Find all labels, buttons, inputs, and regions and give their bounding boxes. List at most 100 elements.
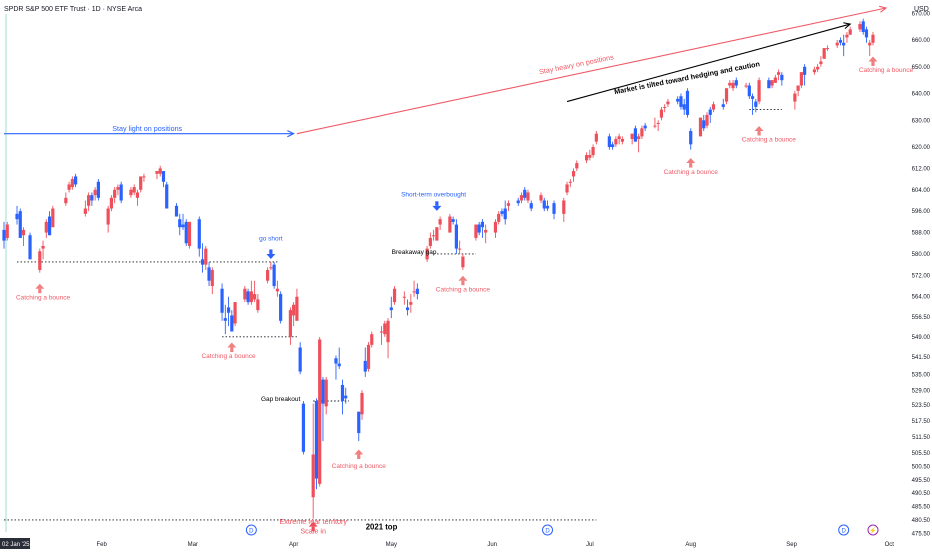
- candle: [448, 213, 452, 233]
- candle-body: [67, 184, 71, 190]
- candle: [233, 302, 237, 327]
- candle-body: [663, 106, 667, 108]
- y-tick-label: 500.50: [912, 465, 931, 471]
- candle-body: [109, 197, 114, 209]
- candle: [731, 80, 735, 91]
- x-tick-label: Jun: [487, 542, 497, 548]
- candle-body: [506, 203, 511, 206]
- annotation-b6: Catching a bounce: [742, 137, 797, 144]
- candle-body: [575, 163, 579, 169]
- candle: [386, 318, 390, 359]
- candle: [18, 208, 22, 238]
- candle-body: [500, 211, 504, 214]
- candles[interactable]: [2, 18, 875, 519]
- candle-body: [301, 403, 306, 452]
- candle-body: [116, 187, 120, 190]
- candle: [721, 98, 725, 110]
- candle-body: [279, 294, 283, 321]
- candle: [210, 267, 214, 295]
- candle: [614, 136, 618, 148]
- y-tick-label: 529.00: [912, 388, 931, 394]
- candle: [425, 245, 429, 262]
- candle: [776, 69, 781, 81]
- up-arrow-icon: [354, 449, 364, 459]
- candle: [663, 104, 667, 113]
- candle-body: [51, 208, 55, 228]
- candle-body: [698, 117, 703, 137]
- candle: [497, 211, 501, 225]
- time-axis[interactable]: 02 Jan '25 Feb Mar Apr May Jun Jul Aug Sep Oct: [0, 537, 932, 550]
- candle: [474, 224, 478, 241]
- candle: [275, 280, 279, 297]
- candle: [269, 261, 273, 270]
- candle-body: [44, 221, 48, 233]
- candle: [366, 342, 371, 372]
- candle-body: [643, 125, 647, 129]
- candle: [272, 261, 276, 289]
- candle: [165, 181, 169, 209]
- candle-body: [324, 379, 328, 407]
- candle: [70, 176, 74, 190]
- candle: [770, 80, 774, 89]
- candle-body: [620, 139, 624, 142]
- candle: [142, 173, 146, 182]
- candle-body: [721, 104, 725, 107]
- signal-markers: [35, 56, 878, 532]
- candle-body: [243, 288, 247, 300]
- candle-body: [363, 360, 367, 372]
- candle-body: [822, 48, 826, 59]
- candle: [226, 296, 231, 327]
- up-arrow-icon: [227, 342, 237, 353]
- candle: [230, 310, 234, 332]
- candle-body: [210, 270, 214, 287]
- candle-body: [106, 208, 110, 225]
- candle-body: [200, 259, 205, 265]
- candle: [432, 229, 436, 241]
- x-start-label-bg: [0, 538, 30, 549]
- candle-body: [871, 34, 875, 43]
- candle: [438, 216, 442, 230]
- candle: [588, 149, 592, 161]
- candle-body: [793, 93, 797, 102]
- candle: [158, 165, 162, 177]
- badge-circle: [867, 524, 879, 536]
- candle: [640, 125, 644, 139]
- y-tick-label: 535.00: [912, 372, 931, 378]
- arrow-head: [868, 56, 878, 62]
- candle: [750, 93, 755, 115]
- candle-body: [734, 80, 738, 86]
- candle-body: [591, 147, 595, 156]
- candle: [594, 130, 598, 145]
- candle-body: [542, 200, 546, 209]
- candle: [93, 187, 97, 201]
- event-badges[interactable]: D D D ⚡: [245, 524, 879, 536]
- candle-body: [386, 320, 390, 343]
- candle-body: [526, 192, 530, 201]
- candle-body: [679, 96, 683, 107]
- candle-body: [545, 205, 550, 209]
- candle: [174, 203, 179, 217]
- event-badge[interactable]: D: [245, 524, 257, 536]
- candle-body: [5, 224, 9, 238]
- candle-body: [523, 189, 527, 198]
- candle: [539, 192, 543, 204]
- candle: [253, 280, 257, 303]
- candle-body: [93, 189, 97, 196]
- x-tick-label: May: [386, 542, 397, 548]
- candle-body: [135, 192, 140, 198]
- candle-body: [516, 200, 520, 204]
- event-badge[interactable]: D: [838, 524, 850, 536]
- event-badge[interactable]: ⚡: [867, 524, 879, 536]
- price-axis[interactable]: 670.00 660.00 650.00 640.00 630.00 620.00 612.…: [912, 11, 931, 537]
- y-tick-label: 505.50: [912, 451, 931, 457]
- candle-body: [28, 235, 32, 260]
- event-badge[interactable]: D: [542, 524, 554, 536]
- candle-body: [614, 139, 618, 145]
- candle-body: [184, 221, 188, 244]
- candle: [246, 288, 250, 305]
- candle-body: [142, 176, 146, 178]
- candle-body: [864, 29, 869, 38]
- annotation-b1: Catching a bounce: [16, 294, 71, 301]
- badge-label: D: [249, 528, 254, 534]
